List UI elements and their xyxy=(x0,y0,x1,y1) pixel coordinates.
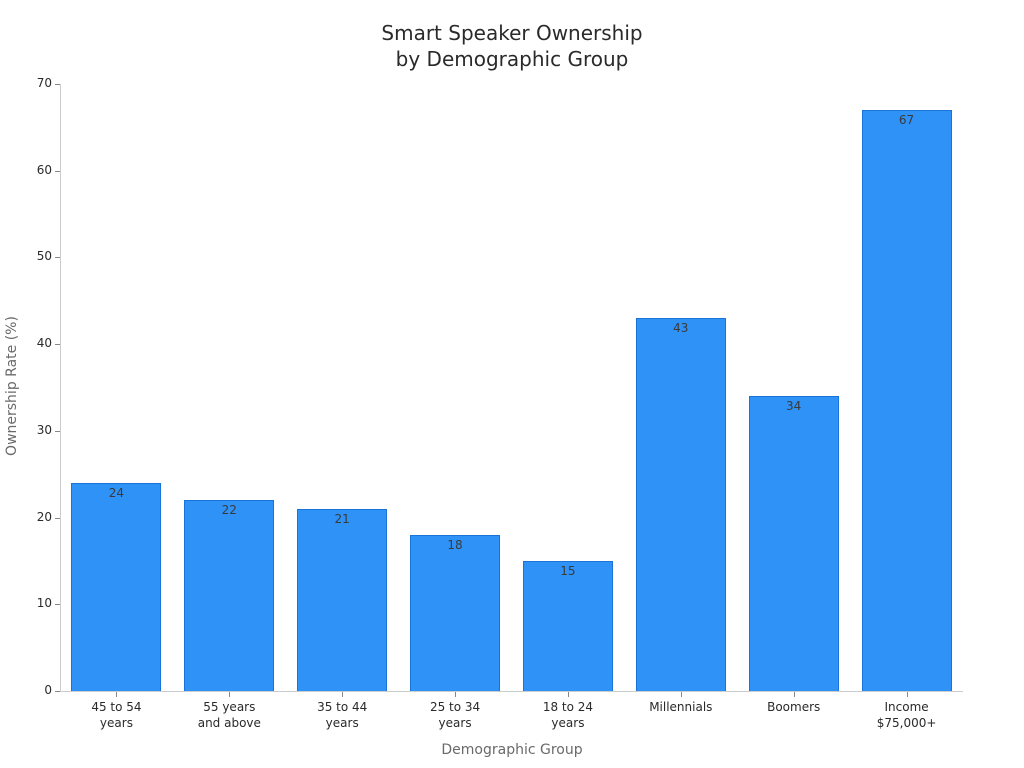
x-axis-line xyxy=(60,691,963,692)
bar-value-label: 15 xyxy=(560,563,576,578)
x-tick-label: 18 to 24 years xyxy=(542,700,594,730)
y-tick-label: 40 xyxy=(36,336,52,350)
bar-value-label: 43 xyxy=(673,321,689,336)
chart-title-line-2: by Demographic Group xyxy=(395,47,629,71)
y-tick xyxy=(55,604,60,605)
x-tick-label: Millennials xyxy=(649,700,713,714)
y-tick-label: 70 xyxy=(36,76,52,90)
bar-value-label: 22 xyxy=(221,503,237,518)
x-tick xyxy=(342,692,343,697)
x-tick xyxy=(229,692,230,697)
chart-title: Smart Speaker Ownership by Demographic G… xyxy=(0,20,1024,72)
x-tick-label: Boomers xyxy=(767,700,821,714)
bar xyxy=(635,318,726,691)
bar-value-label: 21 xyxy=(334,511,350,526)
y-tick-label: 60 xyxy=(36,163,52,177)
x-tick xyxy=(907,692,908,697)
bar xyxy=(861,110,952,691)
y-tick xyxy=(55,171,60,172)
bar xyxy=(71,482,162,691)
y-tick-label: 20 xyxy=(36,510,52,524)
x-tick xyxy=(568,692,569,697)
y-tick xyxy=(55,84,60,85)
x-tick-label: 45 to 54 years xyxy=(91,700,142,730)
y-tick xyxy=(55,431,60,432)
bar-value-label: 67 xyxy=(898,113,915,127)
x-tick xyxy=(455,692,456,697)
x-tick xyxy=(116,692,117,697)
bar-value-label: 34 xyxy=(786,399,802,414)
chart-title-line-1: Smart Speaker Ownership xyxy=(381,21,643,45)
y-axis-line xyxy=(60,84,61,692)
y-tick xyxy=(55,344,60,345)
bar-value-label: 18 xyxy=(447,537,463,552)
x-axis-label: Demographic Group xyxy=(441,742,583,758)
y-tick-label: 10 xyxy=(36,596,52,610)
bar xyxy=(297,508,388,691)
x-tick-label: 25 to 34 years xyxy=(429,700,481,730)
x-tick xyxy=(681,692,682,697)
y-tick-label: 50 xyxy=(36,249,52,263)
x-tick xyxy=(794,692,795,697)
y-tick xyxy=(55,691,60,692)
y-tick-label: 30 xyxy=(36,423,52,437)
bar xyxy=(748,396,839,691)
x-tick-label: 35 to 44 years xyxy=(317,700,368,730)
y-tick xyxy=(55,257,60,258)
bar xyxy=(184,500,275,691)
bar xyxy=(522,560,613,691)
y-tick-label: 0 xyxy=(44,683,52,697)
bar-value-label: 24 xyxy=(108,485,125,500)
x-tick-label: 55 years and above xyxy=(197,700,261,730)
bar xyxy=(410,534,501,691)
y-axis-label: Ownership Rate (%) xyxy=(4,316,20,456)
x-tick-label: Income $75,000+ xyxy=(876,700,937,730)
y-tick xyxy=(55,518,60,519)
